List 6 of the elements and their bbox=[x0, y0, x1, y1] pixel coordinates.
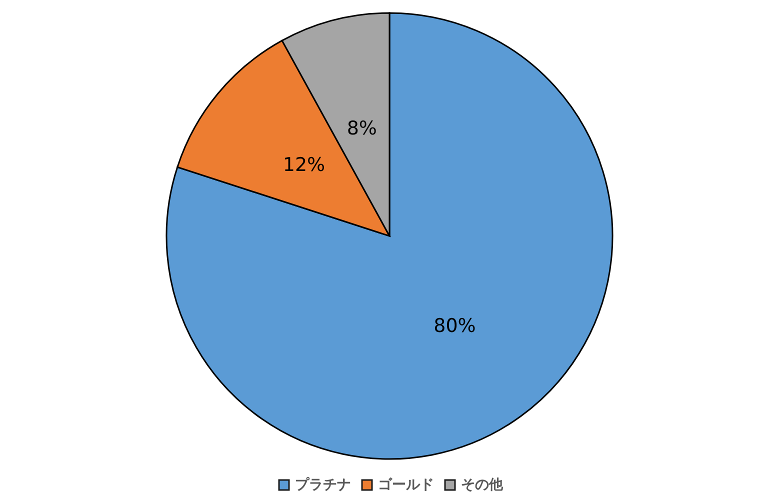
legend-label: ゴールド bbox=[378, 477, 434, 493]
data-label: 12% bbox=[282, 154, 326, 176]
data-label: 80% bbox=[434, 314, 476, 337]
legend-label: その他 bbox=[461, 477, 504, 493]
data-label: 8% bbox=[346, 117, 377, 140]
legend-label: プラチナ bbox=[295, 476, 351, 493]
